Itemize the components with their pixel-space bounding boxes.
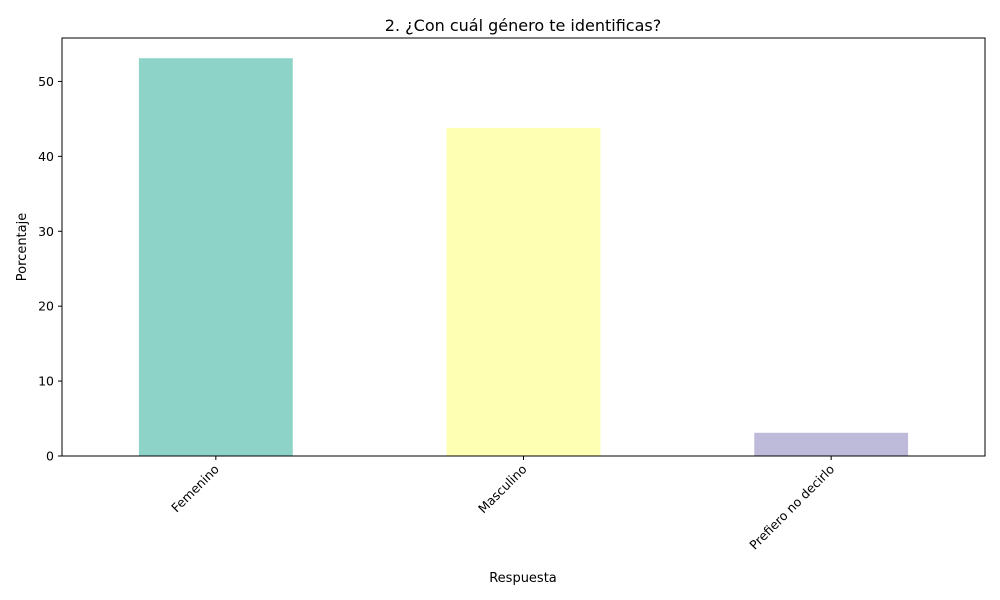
plot-frame bbox=[61, 37, 986, 457]
bar-prefiero-no-decirlo bbox=[754, 432, 909, 456]
bars-group bbox=[138, 58, 909, 457]
x-axis-label: Respuesta bbox=[489, 571, 557, 586]
chart-title: 2. ¿Con cuál género te identificas? bbox=[385, 16, 661, 35]
y-tick-label: 0 bbox=[46, 449, 54, 464]
y-tick-label: 30 bbox=[38, 224, 54, 239]
y-axis-ticks: 0 10 20 30 40 50 bbox=[38, 74, 62, 464]
bar-masculino bbox=[446, 127, 601, 457]
y-axis-label: Porcentaje bbox=[15, 213, 30, 281]
y-tick-label: 10 bbox=[38, 374, 54, 389]
y-tick-label: 50 bbox=[38, 74, 54, 89]
y-tick-label: 40 bbox=[38, 149, 54, 164]
bar-femenino bbox=[138, 58, 293, 457]
y-tick-label: 20 bbox=[38, 299, 54, 314]
